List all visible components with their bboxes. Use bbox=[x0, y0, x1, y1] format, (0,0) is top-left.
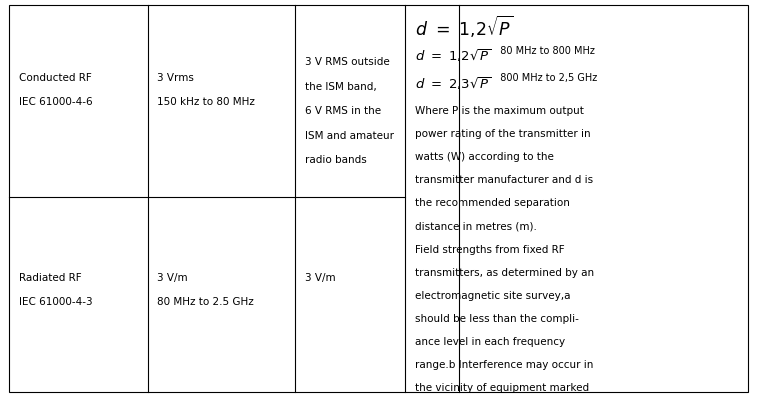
Text: transmitter manufacturer and d is: transmitter manufacturer and d is bbox=[415, 175, 593, 185]
Text: power rating of the transmitter in: power rating of the transmitter in bbox=[415, 129, 590, 139]
Text: ance level in each frequency: ance level in each frequency bbox=[415, 337, 565, 347]
Text: IEC 61000-4-3: IEC 61000-4-3 bbox=[19, 297, 92, 307]
Text: 80 MHz to 800 MHz: 80 MHz to 800 MHz bbox=[494, 46, 595, 56]
Text: 3 V/m: 3 V/m bbox=[157, 272, 188, 283]
Text: 3 V RMS outside: 3 V RMS outside bbox=[305, 57, 390, 67]
Text: radio bands: radio bands bbox=[305, 155, 367, 166]
Text: electromagnetic site survey,a: electromagnetic site survey,a bbox=[415, 291, 570, 301]
Text: the vicinity of equipment marked: the vicinity of equipment marked bbox=[415, 383, 589, 393]
Text: ISM and amateur: ISM and amateur bbox=[305, 131, 394, 141]
Text: 800 MHz to 2,5 GHz: 800 MHz to 2,5 GHz bbox=[494, 73, 597, 83]
Text: the recommended separation: the recommended separation bbox=[415, 198, 570, 208]
Text: IEC 61000-4-6: IEC 61000-4-6 bbox=[19, 98, 92, 108]
Text: watts (W) according to the: watts (W) according to the bbox=[415, 152, 553, 162]
Text: transmitters, as determined by an: transmitters, as determined by an bbox=[415, 268, 594, 278]
Text: Conducted RF: Conducted RF bbox=[19, 73, 92, 83]
Text: 6 V RMS in the: 6 V RMS in the bbox=[305, 106, 382, 116]
Text: 80 MHz to 2.5 GHz: 80 MHz to 2.5 GHz bbox=[157, 297, 254, 307]
Text: the ISM band,: the ISM band, bbox=[305, 82, 377, 92]
Text: $d\ =\ 1{,}2\sqrt{P}$: $d\ =\ 1{,}2\sqrt{P}$ bbox=[415, 14, 513, 40]
Text: Field strengths from fixed RF: Field strengths from fixed RF bbox=[415, 245, 565, 254]
Text: range.b Interference may occur in: range.b Interference may occur in bbox=[415, 360, 593, 370]
Text: distance in metres (m).: distance in metres (m). bbox=[415, 222, 537, 231]
Text: $d\ =\ 1{,}2\sqrt{P}$: $d\ =\ 1{,}2\sqrt{P}$ bbox=[415, 48, 491, 64]
Text: 150 kHz to 80 MHz: 150 kHz to 80 MHz bbox=[157, 98, 255, 108]
Text: Radiated RF: Radiated RF bbox=[19, 272, 82, 283]
Text: should be less than the compli-: should be less than the compli- bbox=[415, 314, 578, 324]
Text: Where P is the maximum output: Where P is the maximum output bbox=[415, 106, 584, 116]
Text: 3 Vrms: 3 Vrms bbox=[157, 73, 195, 83]
Text: $d\ =\ 2{,}3\sqrt{P}$: $d\ =\ 2{,}3\sqrt{P}$ bbox=[415, 75, 491, 92]
Text: 3 V/m: 3 V/m bbox=[305, 272, 335, 283]
